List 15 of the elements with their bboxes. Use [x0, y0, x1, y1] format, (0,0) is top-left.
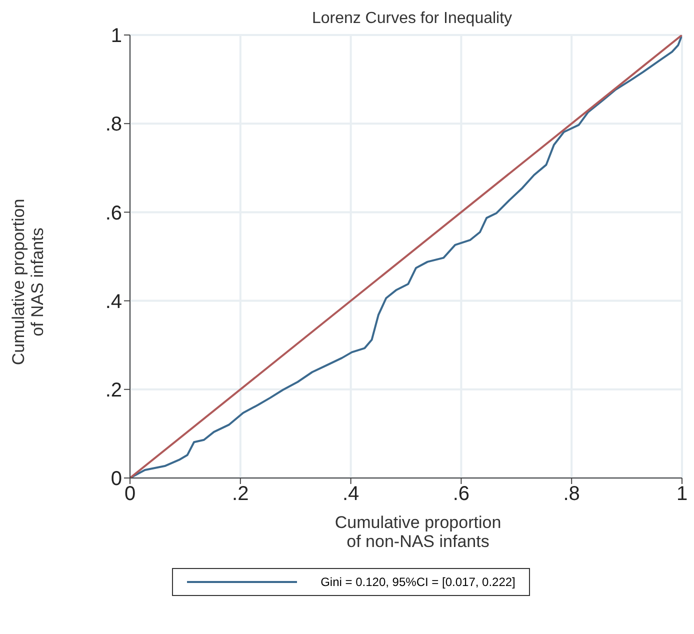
- x-tick-label: .6: [452, 483, 470, 506]
- y-tick-label: .4: [105, 290, 122, 313]
- x-axis-title: Cumulative proportion of non-NAS infants: [334, 513, 502, 551]
- x-tick-label: .2: [232, 483, 249, 506]
- y-tick-label: 1: [110, 25, 122, 48]
- y-tick-label: .8: [105, 114, 122, 136]
- y-axis-title: Cumulative proportion of NAS infants: [9, 198, 47, 368]
- x-tick-label: .4: [342, 483, 360, 506]
- y-tick-label: .2: [105, 380, 122, 402]
- text: Gini = 0.120, 95%CI = [0.017, 0.222]: [320, 575, 516, 589]
- chart-title: Lorenz Curves for Inequality: [310, 10, 514, 28]
- x-tick-label: .8: [563, 483, 580, 506]
- x-tick-label: 1: [676, 483, 688, 506]
- y-tick-label: .6: [105, 202, 122, 224]
- y-tick-label: 0: [110, 468, 122, 490]
